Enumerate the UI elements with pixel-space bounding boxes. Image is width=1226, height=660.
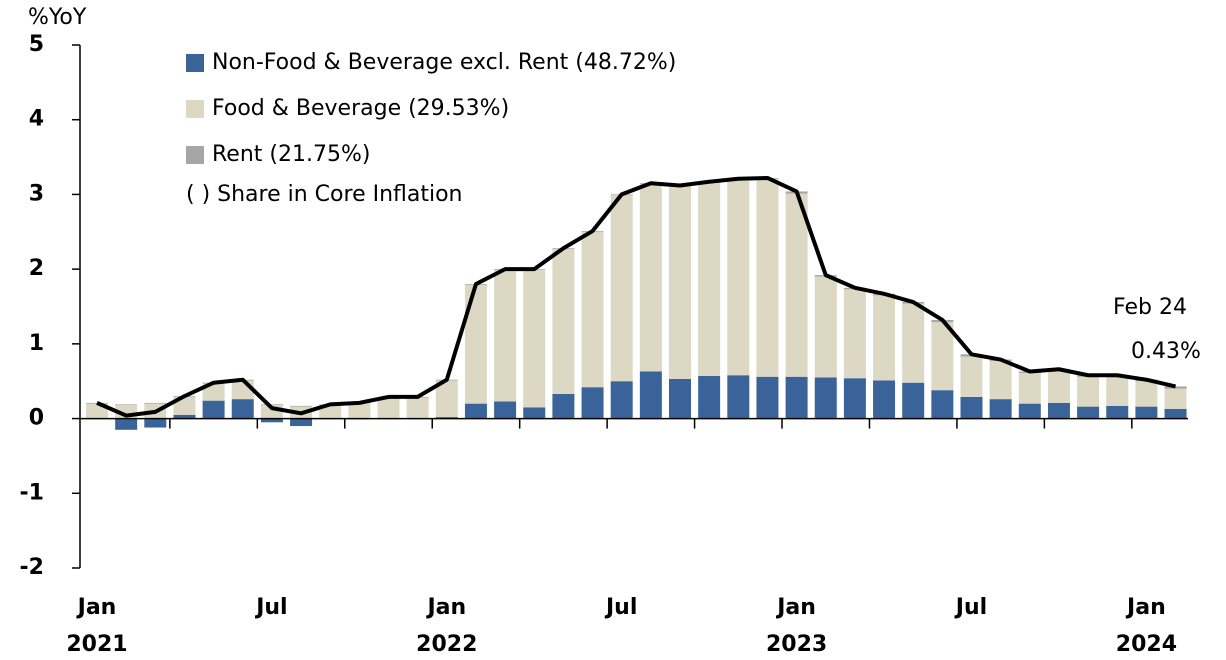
x-year-label: 2022 (416, 632, 477, 657)
bar (290, 405, 313, 407)
bar (144, 402, 167, 404)
bar (348, 402, 371, 419)
y-tick-label: -1 (20, 480, 44, 505)
bar (1164, 388, 1187, 409)
bar (698, 375, 721, 419)
bar (260, 404, 283, 406)
total-line (96, 175, 1176, 418)
bar (814, 377, 837, 419)
bar (290, 418, 313, 427)
bar (785, 193, 808, 377)
bar (115, 404, 138, 406)
bar (552, 248, 575, 394)
bar (610, 381, 633, 419)
x-tick-label: Jan (1125, 595, 1166, 620)
bar (1135, 381, 1158, 407)
x-tick-label: Jul (954, 595, 987, 620)
bar (464, 403, 487, 419)
bar (727, 179, 750, 376)
x-year-label: 2021 (66, 632, 127, 657)
bar (669, 378, 691, 419)
legend-label: Food & Beverage (29.53%) (212, 96, 509, 121)
bar (698, 182, 721, 376)
y-tick-label: 2 (29, 256, 44, 281)
bar (231, 399, 254, 419)
y-tick-label: 4 (29, 107, 44, 132)
bar (1018, 403, 1041, 419)
bar (1018, 372, 1041, 404)
bar (639, 183, 662, 372)
legend-swatch (186, 146, 204, 164)
bar (581, 231, 604, 388)
bar (464, 284, 487, 404)
bar (173, 414, 196, 419)
bar (931, 390, 954, 419)
bar (843, 378, 866, 419)
annotation: Feb 24 (1113, 295, 1187, 320)
bar (435, 380, 458, 418)
bar (319, 405, 342, 419)
y-tick-label: 1 (29, 331, 44, 356)
y-tick-label: -2 (20, 555, 44, 580)
bar (1047, 402, 1070, 419)
bar (260, 418, 283, 423)
bar (1106, 376, 1129, 406)
x-year-label: 2024 (1116, 632, 1177, 657)
legend-note: ( ) Share in Core Inflation (186, 182, 463, 207)
bar (931, 322, 954, 391)
bar (202, 383, 225, 401)
annotation: 0.43% (1131, 339, 1201, 364)
bar (552, 393, 575, 419)
legend-swatch (186, 100, 204, 118)
x-tick-label: Jul (604, 595, 637, 620)
bar (902, 303, 925, 383)
x-tick-label: Jan (775, 595, 816, 620)
bar (1135, 406, 1158, 419)
bar (494, 401, 517, 419)
legend-label: Rent (21.75%) (212, 142, 370, 167)
bar (115, 418, 138, 430)
bar (843, 289, 866, 379)
x-tick-label: Jul (254, 595, 287, 620)
bar (1077, 406, 1100, 419)
bar (581, 387, 604, 419)
bar (727, 375, 750, 419)
bar (1164, 386, 1187, 389)
bar (1047, 370, 1070, 403)
bar (1164, 408, 1187, 419)
bar (610, 195, 633, 382)
bar (639, 371, 662, 419)
bar (756, 178, 779, 377)
bar (144, 418, 167, 428)
bar (785, 376, 808, 419)
bar (1106, 405, 1129, 419)
bar (669, 186, 691, 379)
bar (873, 295, 896, 381)
bar (989, 399, 1012, 419)
bar (523, 407, 546, 419)
y-tick-label: 0 (29, 406, 44, 431)
bar (523, 269, 546, 408)
y-tick-label: 5 (29, 32, 44, 57)
x-tick-label: Jan (425, 595, 466, 620)
bar (960, 396, 983, 419)
bar (960, 356, 983, 397)
bar (989, 361, 1012, 400)
bar (202, 400, 225, 419)
x-tick-label: Jan (76, 595, 117, 620)
y-tick-label: 3 (29, 181, 44, 206)
y-axis-label: %YoY (28, 5, 87, 30)
bar (406, 397, 429, 419)
bar (756, 376, 779, 419)
x-year-label: 2023 (766, 632, 827, 657)
bar (1077, 376, 1100, 407)
legend-label: Non-Food & Beverage excl. Rent (48.72%) (212, 50, 676, 75)
legend-swatch (186, 54, 204, 72)
bar (902, 382, 925, 419)
bar (494, 269, 517, 402)
bar (377, 397, 400, 419)
bar (814, 276, 837, 378)
bar (873, 380, 896, 419)
